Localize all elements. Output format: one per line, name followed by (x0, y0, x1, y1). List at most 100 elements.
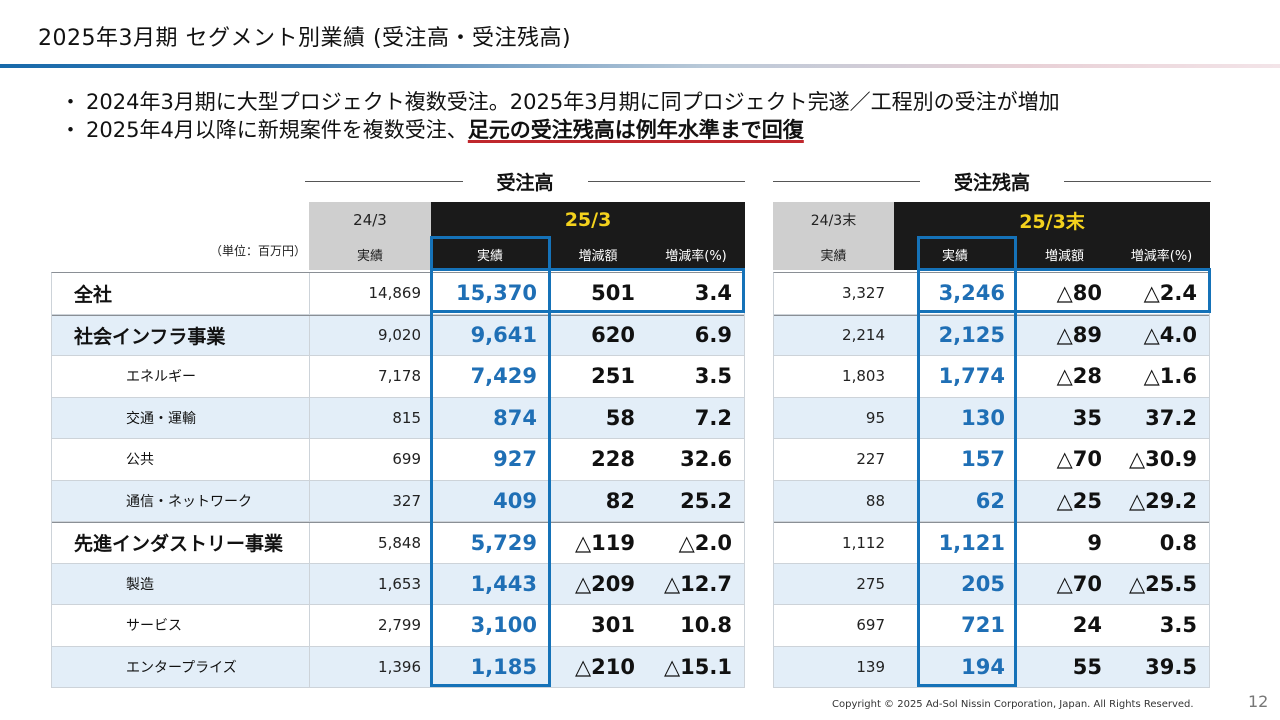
backlog-cur-actual-header: 実績 (894, 238, 1016, 270)
orders-change: 228 (591, 447, 635, 472)
title-rule (0, 64, 1280, 68)
orders-cur-actual: 7,429 (470, 364, 537, 389)
backlog-prev-actual: 88 (865, 491, 885, 510)
orders-prev-actual: 1,653 (309, 563, 431, 604)
backlog-prev-actual: 275 (856, 574, 885, 593)
backlog-rate: △1.6 (1143, 364, 1197, 389)
backlog-change: 24 (1072, 613, 1102, 638)
backlog-table: 3,327 3,246 △80 △2.4 2,214 2,125 △89 △4.0 1,803 1… (773, 272, 1210, 688)
backlog-row: 1,803 1,774 △28 △1.6 (774, 356, 1209, 398)
orders-cur-actual: 9,641 (470, 323, 537, 348)
unit-label: （単位：百万円） (210, 244, 307, 258)
segment-label: 公共 (126, 452, 154, 469)
orders-change: 301 (591, 613, 635, 638)
backlog-prev-actual-header: 実績 (773, 238, 894, 270)
backlog-cur-actual: 2,125 (938, 323, 1005, 348)
backlog-rate: △30.9 (1129, 447, 1197, 472)
backlog-cur-actual: 3,246 (938, 281, 1005, 306)
backlog-rate: △25.5 (1129, 571, 1197, 596)
backlog-change: 55 (1072, 654, 1102, 679)
backlog-rate: △4.0 (1143, 323, 1197, 348)
bullet-mark: ・ (60, 90, 81, 114)
orders-prev-actual: 815 (309, 397, 431, 438)
orders-row: 全社 14,869 15,370 501 3.4 (52, 273, 744, 315)
orders-rate: 3.5 (694, 364, 732, 389)
orders-rate: 10.8 (680, 613, 732, 638)
orders-prev-actual: 7,178 (309, 356, 431, 397)
orders-row: 社会インフラ事業 9,020 9,641 620 6.9 (52, 314, 744, 356)
orders-prev-actual: 14,869 (309, 273, 431, 314)
bullet-2-text: 2025年4月以降に新規案件を複数受注、 (86, 118, 468, 142)
backlog-row: 139 194 55 39.5 (774, 646, 1209, 688)
orders-section-title: 受注高 (496, 171, 554, 194)
backlog-rate: 39.5 (1145, 654, 1197, 679)
orders-prev-actual: 327 (309, 480, 431, 521)
backlog-prev-actual: 697 (856, 616, 885, 635)
backlog-change: △28 (1056, 364, 1102, 389)
bullet-1: ・ 2024年3月期に大型プロジェクト複数受注。2025年3月期に同プロジェクト… (60, 88, 1060, 116)
segment-label: 交通・運輸 (126, 410, 196, 427)
backlog-change: △89 (1056, 323, 1102, 348)
orders-row: エネルギー 7,178 7,429 251 3.5 (52, 356, 744, 398)
orders-rate-header: 増減率(%) (647, 238, 745, 270)
backlog-change: △70 (1056, 571, 1102, 596)
orders-change: △209 (575, 571, 635, 596)
backlog-change-header: 増減額 (1016, 238, 1113, 270)
orders-row: 通信・ネットワーク 327 409 82 25.2 (52, 480, 744, 522)
backlog-rate: △2.4 (1143, 281, 1197, 306)
bullet-2-highlight: 足元の受注残高は例年水準まで回復 (467, 118, 804, 142)
backlog-prev-actual: 2,214 (842, 326, 885, 345)
orders-rate: 6.9 (694, 323, 732, 348)
page-number: 12 (1248, 692, 1269, 711)
orders-cur-actual: 1,185 (470, 654, 537, 679)
orders-cur-actual: 15,370 (455, 281, 537, 306)
orders-row: 製造 1,653 1,443 △209 △12.7 (52, 563, 744, 605)
orders-prev-actual: 9,020 (309, 315, 431, 355)
backlog-cur-actual: 1,121 (938, 530, 1005, 555)
orders-change: 58 (605, 405, 635, 430)
orders-cur-actual: 874 (493, 405, 537, 430)
backlog-cur-actual: 194 (961, 654, 1005, 679)
backlog-change: △25 (1056, 488, 1102, 513)
orders-row: サービス 2,799 3,100 301 10.8 (52, 605, 744, 647)
backlog-row: 275 205 △70 △25.5 (774, 563, 1209, 605)
orders-cur-actual: 3,100 (470, 613, 537, 638)
orders-rate: △2.0 (678, 530, 732, 555)
orders-cur-actual: 1,443 (470, 571, 537, 596)
backlog-cur-actual: 721 (961, 613, 1005, 638)
slide-title: 2025年3月期 セグメント別業績 (受注高・受注残高) (38, 26, 572, 51)
bullet-mark: ・ (60, 118, 81, 142)
orders-prev-period: 24/3 (309, 202, 431, 238)
section-rule (305, 180, 463, 182)
orders-change: 251 (591, 364, 635, 389)
backlog-prev-actual: 3,327 (842, 284, 885, 303)
orders-change: △210 (575, 654, 635, 679)
orders-prev-actual: 2,799 (309, 605, 431, 646)
backlog-prev-actual: 139 (856, 657, 885, 676)
segment-label: 全社 (74, 283, 113, 306)
orders-rate: △12.7 (664, 571, 732, 596)
backlog-rate-header: 増減率(%) (1113, 238, 1210, 270)
backlog-rate: 37.2 (1145, 405, 1197, 430)
orders-prev-actual-header: 実績 (309, 238, 431, 270)
segment-label: サービス (126, 618, 182, 635)
backlog-row: 2,214 2,125 △89 △4.0 (774, 314, 1209, 356)
backlog-prev-actual: 95 (865, 408, 885, 427)
backlog-cur-actual: 130 (961, 405, 1005, 430)
bullet-1-text: 2024年3月期に大型プロジェクト複数受注。2025年3月期に同プロジェクト完遂… (86, 90, 1060, 114)
orders-cur-actual: 927 (493, 447, 537, 472)
backlog-prev-actual: 1,803 (842, 367, 885, 386)
orders-rate: 7.2 (694, 405, 732, 430)
orders-change: 501 (591, 281, 635, 306)
backlog-change: △70 (1056, 447, 1102, 472)
copyright: Copyright © 2025 Ad-Sol Nissin Corporati… (832, 699, 1194, 710)
orders-prev-actual: 699 (309, 439, 431, 480)
backlog-row: 697 721 24 3.5 (774, 605, 1209, 647)
backlog-row: 227 157 △70 △30.9 (774, 439, 1209, 481)
backlog-cur-actual: 205 (961, 571, 1005, 596)
orders-rate: △15.1 (664, 654, 732, 679)
orders-section-header: 受注高 (305, 168, 746, 194)
segment-label: 製造 (126, 576, 154, 593)
section-rule (773, 180, 920, 182)
section-rule (587, 180, 746, 182)
